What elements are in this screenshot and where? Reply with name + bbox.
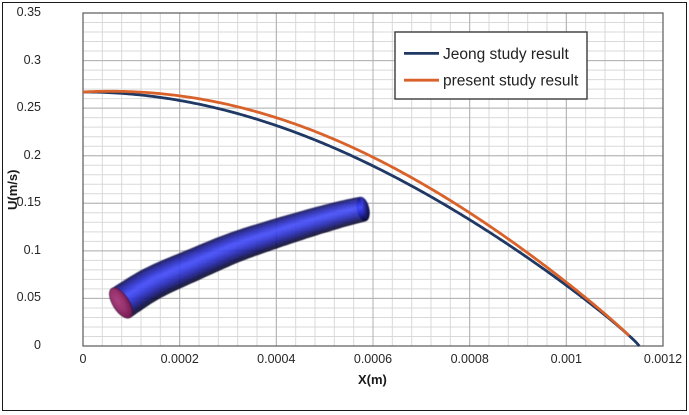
svg-text:Jeong study result: Jeong study result <box>443 46 569 63</box>
svg-text:present study result: present study result <box>443 73 579 90</box>
